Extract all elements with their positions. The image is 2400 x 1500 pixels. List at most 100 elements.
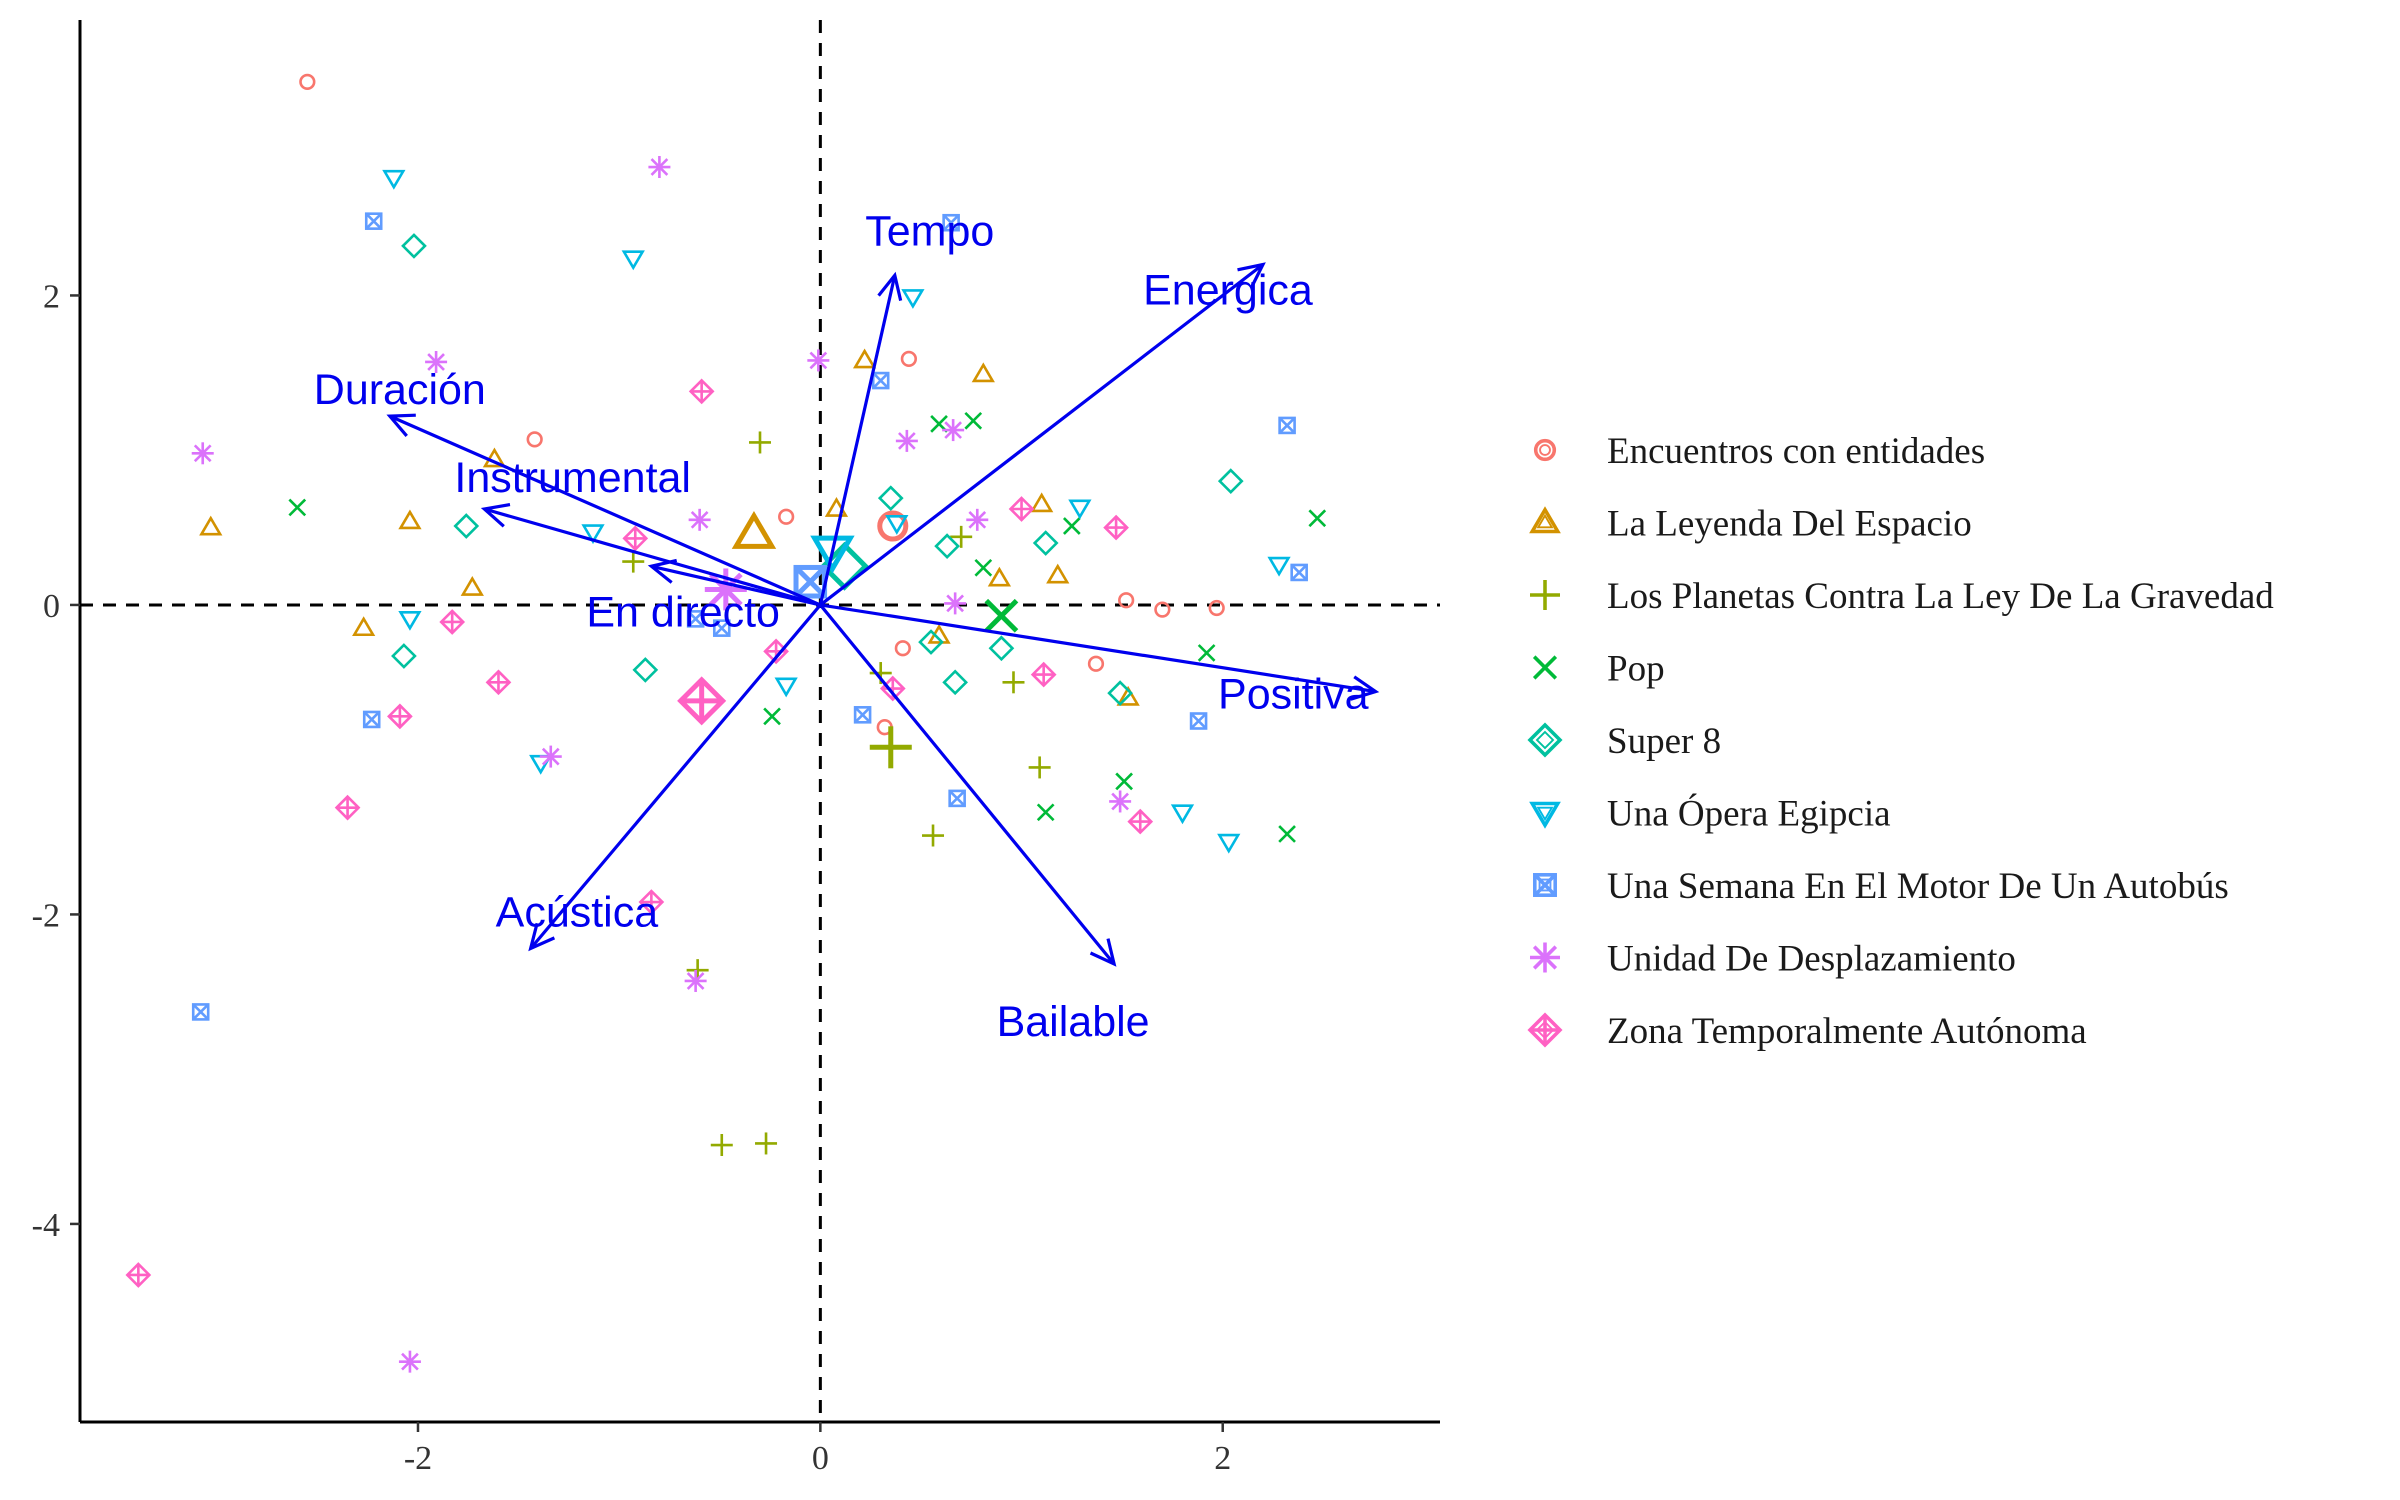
x-tick-label: -2 <box>404 1440 432 1477</box>
data-point <box>988 635 1015 662</box>
legend-key-inner <box>1539 444 1551 456</box>
data-point <box>971 362 995 383</box>
data-point <box>398 610 422 631</box>
data-point <box>900 350 918 368</box>
data-point <box>987 566 1012 587</box>
data-point <box>1170 804 1195 825</box>
data-point <box>877 485 904 512</box>
y-tick-label: 0 <box>43 588 60 625</box>
data-point <box>1208 599 1225 617</box>
data-point <box>966 508 989 531</box>
data-point <box>648 156 671 179</box>
data-point <box>622 525 649 552</box>
data-point <box>749 431 771 454</box>
legend-label: Los Planetas Contra La Ley De La Graveda… <box>1607 576 2274 617</box>
data-point <box>778 508 795 525</box>
data-point <box>755 1132 778 1155</box>
legend-label: Zona Temporalmente Autónoma <box>1607 1011 2087 1052</box>
data-point <box>299 73 316 91</box>
vector-label: Acústica <box>496 888 659 936</box>
data-point <box>482 447 507 468</box>
arrowhead-icon <box>877 271 903 302</box>
vector-line <box>529 603 822 950</box>
data-point <box>387 703 413 730</box>
data-point <box>688 508 711 531</box>
data-point <box>950 525 973 548</box>
vector-energica: Energica <box>819 262 1313 607</box>
data-point <box>638 889 665 915</box>
legend-key-inner <box>1537 587 1553 603</box>
vector-en-directo: En directo <box>586 558 821 636</box>
series-encuentros-con-entidades <box>299 73 1225 736</box>
data-point <box>807 349 830 372</box>
series-una-semana-en-el-motor-de-un-autobus <box>191 212 1308 1021</box>
vector-label: Instrumental <box>454 454 691 502</box>
vector-acustica: Acústica <box>496 603 822 952</box>
arrowhead-icon <box>647 558 678 584</box>
vector-label: En directo <box>586 588 780 636</box>
arrowhead-icon <box>1350 675 1380 701</box>
data-point <box>1087 655 1105 672</box>
data-point <box>974 558 993 577</box>
y-tick-label: 2 <box>43 278 60 315</box>
data-point <box>1217 833 1241 854</box>
data-point <box>853 706 872 724</box>
data-point <box>539 745 562 768</box>
series-una-opera-egipcia <box>382 169 1291 854</box>
vector-positiva: Positiva <box>820 603 1380 719</box>
legend-key-inner <box>1535 1020 1555 1040</box>
data-point <box>362 710 381 729</box>
data-point <box>1267 556 1291 577</box>
legend-key-inner <box>1535 730 1555 750</box>
data-point <box>382 169 406 190</box>
data-point <box>1046 563 1070 584</box>
data-point <box>1118 592 1135 609</box>
y-tick-label: -4 <box>32 1207 60 1244</box>
legend-key <box>1533 438 1557 462</box>
legend-label: Una Semana En El Motor De Un Autobús <box>1607 866 2229 907</box>
vector-label: Energica <box>1143 266 1313 314</box>
data-point <box>1068 499 1092 520</box>
legend-label: Unidad De Desplazamiento <box>1607 939 2016 980</box>
legend-label: Una Ópera Egipcia <box>1607 793 1891 835</box>
vector-line <box>819 263 1264 607</box>
legend-item: Zona Temporalmente Autónoma <box>1527 1011 2087 1052</box>
data-point <box>334 794 361 821</box>
data-point <box>852 348 877 369</box>
data-point <box>1217 468 1244 494</box>
centroid-point <box>984 598 1019 633</box>
data-point <box>763 707 781 726</box>
legend-key <box>1529 801 1561 829</box>
data-point <box>1002 671 1025 694</box>
data-point <box>942 419 965 442</box>
data-point <box>391 643 417 669</box>
data-point <box>964 411 983 430</box>
data-point <box>894 640 911 657</box>
legend-item: Una Semana En El Motor De Un Autobús <box>1533 866 2229 907</box>
data-point <box>942 669 968 696</box>
data-point <box>885 515 909 535</box>
data-point <box>1109 790 1132 813</box>
legend-item: Los Planetas Contra La Ley De La Graveda… <box>1530 576 2274 617</box>
data-point <box>918 629 944 655</box>
data-point <box>934 533 960 559</box>
arrowhead-icon <box>386 413 416 437</box>
legend-key-inner <box>1538 661 1552 674</box>
data-point <box>1278 416 1296 435</box>
data-point <box>1116 685 1140 706</box>
legend-label: Super 8 <box>1607 721 1721 762</box>
arrowhead-icon <box>1237 262 1266 289</box>
legend-item: Unidad De Desplazamiento <box>1530 939 2016 980</box>
centroid-point <box>731 510 777 549</box>
data-point <box>684 969 707 992</box>
data-point <box>425 350 448 373</box>
data-point <box>460 575 484 596</box>
x-tick-label: 2 <box>1214 1440 1231 1477</box>
arrowhead-icon <box>528 922 556 952</box>
data-point <box>191 1003 210 1021</box>
vector-label: Bailable <box>997 998 1150 1046</box>
data-point <box>710 1134 733 1157</box>
data-point <box>879 675 906 702</box>
legend-label: La Leyenda Del Espacio <box>1607 504 1972 545</box>
